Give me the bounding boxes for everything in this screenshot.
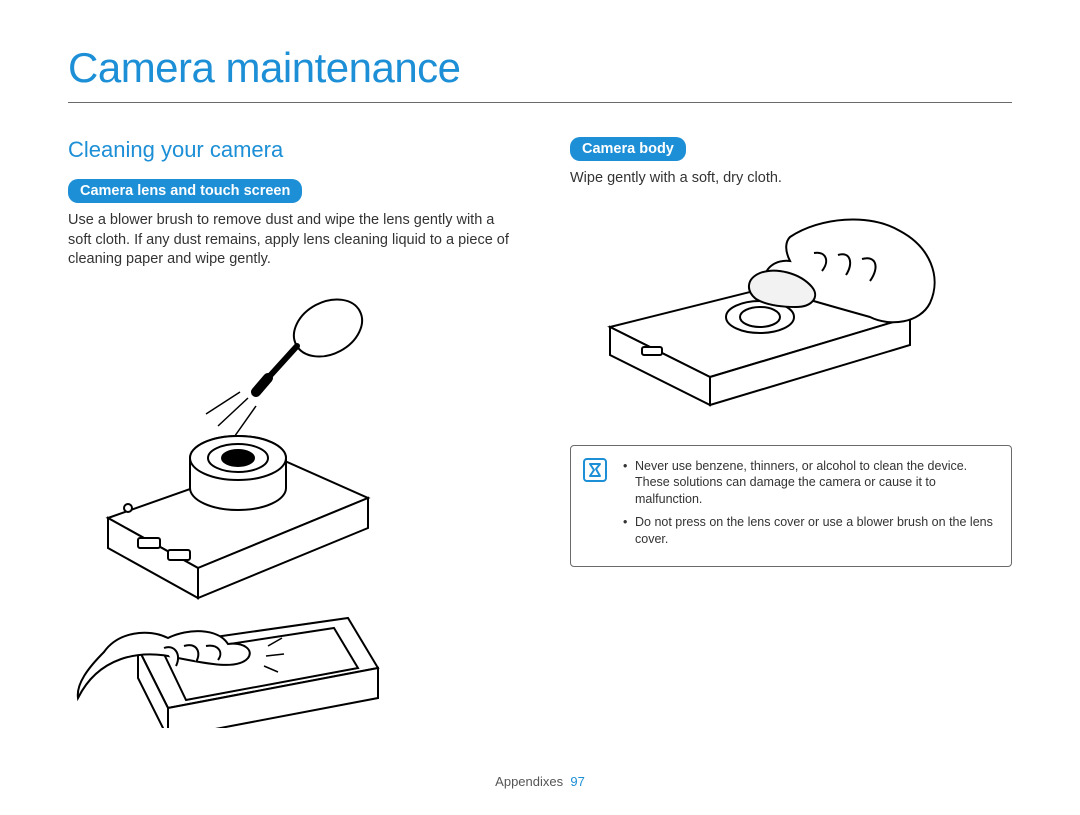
footer-section-label: Appendixes (495, 774, 563, 789)
note-icon (583, 458, 607, 482)
page-footer: Appendixes 97 (0, 774, 1080, 789)
camera-line-art-icon (68, 288, 428, 728)
note-list: Never use benzene, thinners, or alcohol … (623, 458, 995, 548)
note-item: Do not press on the lens cover or use a … (623, 514, 995, 548)
caution-note-box: Never use benzene, thinners, or alcohol … (570, 445, 1012, 567)
left-column: Cleaning your camera Camera lens and tou… (68, 137, 510, 728)
illustration-blower-and-wipe (68, 288, 510, 728)
camera-body-instructions: Wipe gently with a soft, dry cloth. (570, 169, 1012, 189)
page-title: Camera maintenance (68, 44, 1012, 102)
footer-page-number: 97 (570, 774, 584, 789)
hand-wipe-line-art-icon (570, 207, 950, 417)
section-title-cleaning: Cleaning your camera (68, 137, 510, 163)
pill-camera-body: Camera body (570, 137, 686, 161)
pill-lens-screen: Camera lens and touch screen (68, 179, 302, 203)
title-rule (68, 102, 1012, 103)
note-item: Never use benzene, thinners, or alcohol … (623, 458, 995, 509)
right-column: Camera body Wipe gently with a soft, dry… (570, 137, 1012, 728)
content-columns: Cleaning your camera Camera lens and tou… (68, 137, 1012, 728)
lens-screen-instructions: Use a blower brush to remove dust and wi… (68, 211, 510, 270)
illustration-hand-wipe-body (570, 207, 1012, 417)
